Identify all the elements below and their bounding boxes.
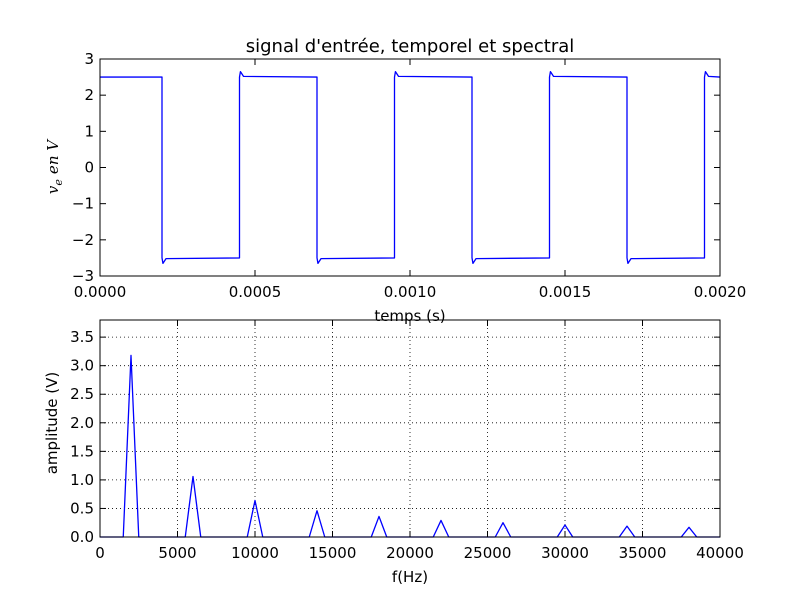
y-axis-label-base: v xyxy=(44,185,62,194)
x-tick-label: 0 xyxy=(95,544,105,562)
top-series xyxy=(100,71,721,264)
series-line xyxy=(100,71,721,264)
x-tick-label: 0.0010 xyxy=(384,283,437,301)
frequency-spectrum-plot: 0 5000 10000 15000 20000 25000 30000 35000 40000… xyxy=(43,319,744,586)
y-tick-label: 2.5 xyxy=(70,385,94,403)
x-tick-label: 25000 xyxy=(464,544,512,562)
x-tick-label: 30000 xyxy=(541,544,589,562)
x-tick-label: 0.0000 xyxy=(74,283,127,301)
y-tick-label: 2.0 xyxy=(70,414,94,432)
x-tick-label: 40000 xyxy=(696,544,744,562)
plot-title: signal d'entrée, temporel et spectral xyxy=(246,36,575,57)
x-tick-label: 0.0015 xyxy=(539,283,592,301)
y-axis-label-subscript: e xyxy=(52,179,65,186)
y-tick-label: 3.5 xyxy=(70,328,94,346)
bottom-ticks: 0 5000 10000 15000 20000 25000 30000 35000 40000… xyxy=(70,320,744,562)
y-tick-label: 3 xyxy=(84,50,94,68)
y-tick-label: −3 xyxy=(72,267,94,285)
y-tick-label: 0.0 xyxy=(70,528,94,546)
y-axis-label: ve en V xyxy=(44,138,65,194)
y-tick-label: 1.0 xyxy=(70,471,94,489)
x-tick-label: 5000 xyxy=(158,544,196,562)
y-tick-label: 1.5 xyxy=(70,442,94,460)
x-tick-label: 35000 xyxy=(619,544,667,562)
y-tick-label: −1 xyxy=(72,195,94,213)
y-tick-label: 0 xyxy=(84,159,94,177)
x-tick-label: 0.0020 xyxy=(694,283,747,301)
y-tick-label: 3.0 xyxy=(70,357,94,375)
x-tick-label: 20000 xyxy=(386,544,434,562)
top-ticks: 0.0000 0.0005 0.0010 0.0015 0.0020 −3 −2 −1 0 1 2 3 xyxy=(72,50,746,301)
y-tick-label: −2 xyxy=(72,231,94,249)
x-tick-label: 10000 xyxy=(231,544,279,562)
y-tick-label: 1 xyxy=(84,122,94,140)
y-tick-label: 2 xyxy=(84,86,94,104)
y-tick-label: 0.5 xyxy=(70,499,94,517)
x-tick-label: 15000 xyxy=(309,544,357,562)
x-tick-label: 0.0005 xyxy=(229,283,282,301)
x-axis-label: f(Hz) xyxy=(392,568,428,586)
y-axis-label: amplitude (V) xyxy=(43,372,61,475)
y-axis-label-rest: en V xyxy=(44,138,62,174)
